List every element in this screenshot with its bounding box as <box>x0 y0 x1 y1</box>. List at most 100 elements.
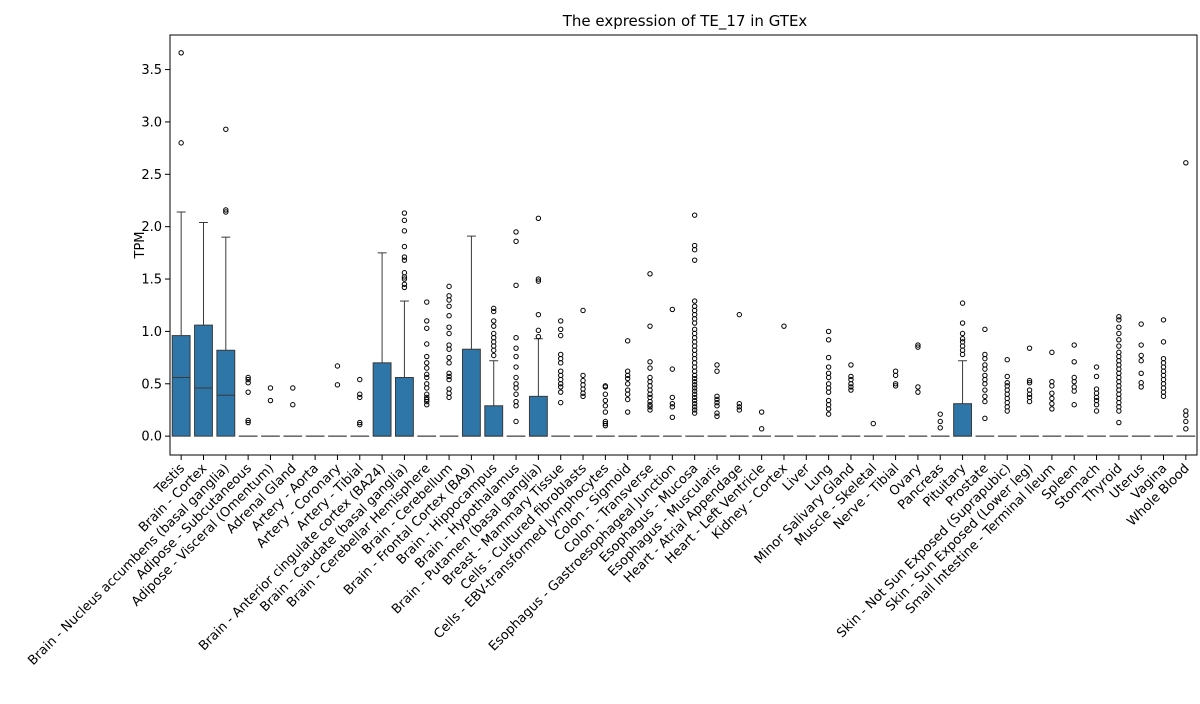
outlier-point <box>291 386 295 390</box>
outlier-point <box>447 355 451 359</box>
outlier-point <box>1161 340 1165 344</box>
outlier-point <box>581 373 585 377</box>
outlier-point <box>625 410 629 414</box>
outlier-point <box>670 307 674 311</box>
plot-frame <box>170 35 1197 455</box>
y-tick-label: 3.0 <box>141 115 162 130</box>
outlier-point <box>782 324 786 328</box>
outlier-point <box>425 375 429 379</box>
outlier-point <box>960 321 964 325</box>
outlier-point <box>268 398 272 402</box>
outlier-point <box>849 388 853 392</box>
box <box>529 396 547 436</box>
outlier-point <box>1139 359 1143 363</box>
outlier-point <box>1117 420 1121 424</box>
box-group <box>753 410 771 436</box>
box-group <box>976 327 994 436</box>
box <box>462 349 480 436</box>
outlier-point <box>425 354 429 358</box>
outlier-point <box>670 367 674 371</box>
outlier-point <box>559 327 563 331</box>
y-tick-label: 0.0 <box>141 430 162 445</box>
outlier-point <box>402 258 406 262</box>
outlier-point <box>425 300 429 304</box>
outlier-point <box>1184 427 1188 431</box>
box-group <box>507 230 525 436</box>
outlier-point <box>447 331 451 335</box>
box-group <box>909 343 927 436</box>
outlier-point <box>559 319 563 323</box>
box-group <box>574 308 592 436</box>
outlier-point <box>514 283 518 287</box>
outlier-point <box>648 272 652 276</box>
box-group <box>998 357 1016 436</box>
outlier-point <box>1184 419 1188 423</box>
outlier-point <box>447 325 451 329</box>
box-group <box>351 377 369 436</box>
outlier-point <box>402 218 406 222</box>
box-group <box>485 306 503 436</box>
y-axis-label: TPM <box>133 232 148 260</box>
outlier-point <box>447 304 451 308</box>
outlier-point <box>447 284 451 288</box>
outlier-point <box>559 385 563 389</box>
outlier-point <box>603 404 607 408</box>
outlier-point <box>1117 338 1121 342</box>
box <box>195 325 213 436</box>
outlier-point <box>447 361 451 365</box>
outlier-point <box>581 308 585 312</box>
outlier-point <box>402 211 406 215</box>
box-group <box>195 222 213 436</box>
outlier-point <box>983 416 987 420</box>
outlier-point <box>648 366 652 370</box>
outlier-point <box>514 335 518 339</box>
box-group <box>239 375 257 436</box>
outlier-point <box>559 400 563 404</box>
outlier-point <box>1139 322 1143 326</box>
outlier-point <box>625 376 629 380</box>
outlier-point <box>737 408 741 412</box>
outlier-point <box>514 346 518 350</box>
outlier-point <box>737 312 741 316</box>
outlier-point <box>224 127 228 131</box>
outlier-point <box>1072 403 1076 407</box>
outlier-point <box>692 258 696 262</box>
outlier-point <box>826 338 830 342</box>
outlier-point <box>425 319 429 323</box>
box-group <box>172 51 190 437</box>
box-group <box>686 213 704 436</box>
outlier-point <box>447 313 451 317</box>
box-group <box>552 319 570 436</box>
outlier-point <box>670 415 674 419</box>
outlier-point <box>1139 343 1143 347</box>
outlier-point <box>1050 401 1054 405</box>
outlier-point <box>715 414 719 418</box>
box-group <box>217 127 235 436</box>
outlier-point <box>916 390 920 394</box>
box-group <box>262 386 280 436</box>
outlier-point <box>938 412 942 416</box>
outlier-point <box>1184 161 1188 165</box>
outlier-point <box>291 403 295 407</box>
box <box>954 404 972 436</box>
outlier-point <box>960 301 964 305</box>
outlier-point <box>670 395 674 399</box>
outlier-point <box>425 366 429 370</box>
y-tick-label: 1.5 <box>141 273 162 288</box>
outlier-point <box>1161 318 1165 322</box>
box-group <box>1065 343 1083 436</box>
box-group <box>1155 318 1173 436</box>
box-group <box>820 329 838 436</box>
outlier-point <box>425 361 429 365</box>
box-group <box>775 324 793 436</box>
box-group <box>842 363 860 436</box>
outlier-point <box>425 403 429 407</box>
outlier-point <box>759 427 763 431</box>
outlier-point <box>536 328 540 332</box>
outlier-point <box>826 412 830 416</box>
outlier-point <box>179 51 183 55</box>
outlier-point <box>715 363 719 367</box>
outlier-point <box>246 390 250 394</box>
